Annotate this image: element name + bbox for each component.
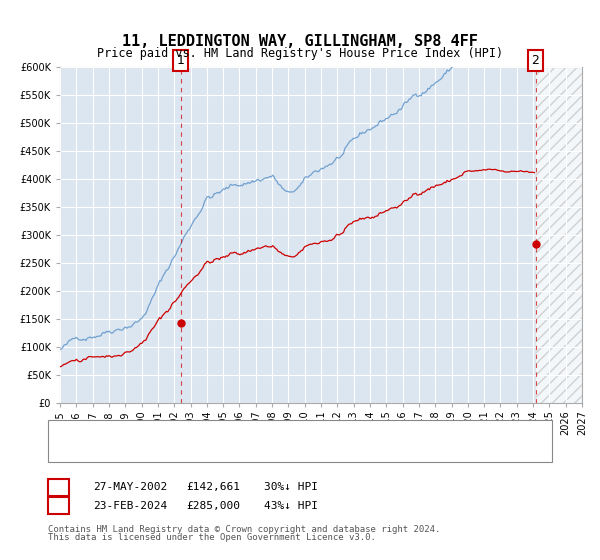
Text: 2: 2 bbox=[532, 54, 539, 67]
Bar bbox=[536, 67, 582, 403]
Bar bbox=[536, 67, 582, 403]
Text: 23-FEB-2024: 23-FEB-2024 bbox=[93, 501, 167, 511]
Text: 1: 1 bbox=[55, 480, 62, 494]
Text: 30%↓ HPI: 30%↓ HPI bbox=[264, 482, 318, 492]
Text: Price paid vs. HM Land Registry's House Price Index (HPI): Price paid vs. HM Land Registry's House … bbox=[97, 46, 503, 60]
Text: £285,000: £285,000 bbox=[186, 501, 240, 511]
Text: ─────: ───── bbox=[69, 450, 103, 460]
Text: HPI: Average price, detached house, Dorset: HPI: Average price, detached house, Dors… bbox=[111, 450, 373, 460]
Text: £142,661: £142,661 bbox=[186, 482, 240, 492]
Text: 11, LEDDINGTON WAY, GILLINGHAM, SP8 4FF (detached house): 11, LEDDINGTON WAY, GILLINGHAM, SP8 4FF … bbox=[111, 440, 461, 450]
Text: 1: 1 bbox=[177, 54, 185, 67]
Text: Contains HM Land Registry data © Crown copyright and database right 2024.: Contains HM Land Registry data © Crown c… bbox=[48, 525, 440, 534]
Text: This data is licensed under the Open Government Licence v3.0.: This data is licensed under the Open Gov… bbox=[48, 533, 376, 542]
Text: ─────: ───── bbox=[69, 440, 103, 450]
Text: 43%↓ HPI: 43%↓ HPI bbox=[264, 501, 318, 511]
Text: 27-MAY-2002: 27-MAY-2002 bbox=[93, 482, 167, 492]
Text: 2: 2 bbox=[55, 499, 62, 512]
Text: 11, LEDDINGTON WAY, GILLINGHAM, SP8 4FF: 11, LEDDINGTON WAY, GILLINGHAM, SP8 4FF bbox=[122, 35, 478, 49]
